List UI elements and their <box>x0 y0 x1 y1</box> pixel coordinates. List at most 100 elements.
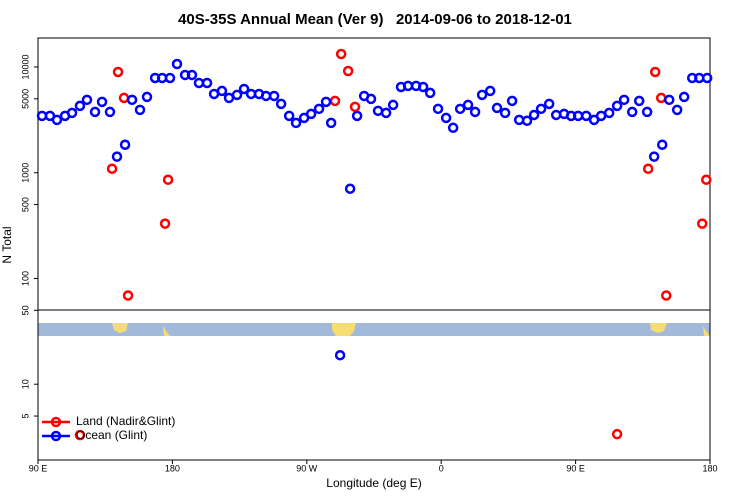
point <box>663 94 675 106</box>
point <box>454 103 466 115</box>
point <box>164 72 176 84</box>
x-tick-label: 90 W <box>296 463 318 473</box>
point <box>335 48 347 60</box>
point <box>134 104 146 116</box>
x-tick-label: 90 E <box>566 463 585 473</box>
point <box>351 110 363 122</box>
point <box>424 87 436 99</box>
land-strip <box>112 323 128 333</box>
point <box>171 58 183 70</box>
point <box>701 72 713 84</box>
point <box>106 163 118 175</box>
point <box>111 151 123 162</box>
point <box>119 139 131 150</box>
point <box>641 106 653 118</box>
point <box>580 110 592 122</box>
point <box>201 77 213 89</box>
point <box>633 95 645 107</box>
point <box>81 94 93 106</box>
point <box>126 94 138 106</box>
point <box>380 107 392 119</box>
y-tick-label: 10 <box>20 379 30 389</box>
point <box>344 183 356 194</box>
point <box>447 122 459 134</box>
y-tick-label: 10000 <box>20 54 30 79</box>
point <box>104 106 116 118</box>
point <box>626 106 638 118</box>
point <box>141 91 153 103</box>
point <box>74 429 86 441</box>
legend-marker <box>50 430 62 442</box>
point <box>417 81 429 93</box>
y-tick-label: 5 <box>20 414 30 419</box>
point <box>216 85 228 97</box>
land-strip <box>163 325 170 336</box>
point <box>603 107 615 119</box>
point <box>611 428 623 440</box>
point <box>238 83 250 95</box>
point <box>268 90 280 102</box>
x-tick-label: 180 <box>165 463 180 473</box>
point <box>696 218 708 229</box>
point <box>74 100 86 112</box>
x-tick-label: 180 <box>702 463 717 473</box>
point <box>51 114 63 126</box>
point <box>484 85 496 97</box>
series-1 <box>36 58 713 361</box>
land-strip <box>703 326 710 336</box>
point <box>528 109 540 121</box>
land-strip <box>650 323 667 333</box>
point <box>506 95 518 107</box>
point <box>365 93 377 105</box>
point <box>649 66 661 78</box>
point <box>499 107 511 119</box>
point <box>283 110 295 122</box>
point <box>162 174 174 185</box>
point <box>122 290 134 301</box>
legend-label: Ocean (Glint) <box>76 428 147 442</box>
point <box>462 99 474 111</box>
point <box>440 112 452 124</box>
point <box>618 94 630 106</box>
point <box>432 103 444 115</box>
point <box>469 106 481 118</box>
point <box>186 69 198 81</box>
point <box>521 115 533 127</box>
y-tick-label: 500 <box>20 197 30 212</box>
x-tick-label: 0 <box>439 463 444 473</box>
chart-title: 40S-35S Annual Mean (Ver 9) 2014-09-06 t… <box>178 11 572 28</box>
point <box>96 96 108 108</box>
point <box>611 100 623 112</box>
series-0 <box>74 48 712 441</box>
x-axis-label: Longitude (deg E) <box>326 476 421 490</box>
point <box>159 218 171 229</box>
y-tick-label: 50 <box>20 305 30 315</box>
point <box>349 101 361 113</box>
point <box>648 151 660 162</box>
point <box>275 98 287 110</box>
land-strip <box>332 323 356 336</box>
point <box>535 103 547 115</box>
plot-frame <box>37 37 711 461</box>
point <box>543 98 555 110</box>
legend-label: Land (Nadir&Glint) <box>76 414 175 428</box>
point <box>660 290 672 301</box>
ocean-strip <box>38 323 710 336</box>
point <box>334 349 346 361</box>
y-axis-label: N Total <box>0 226 14 263</box>
point <box>491 102 503 114</box>
point <box>476 89 488 101</box>
map-strip <box>38 323 710 336</box>
y-tick-label: 100 <box>20 271 30 286</box>
y-tick-label: 5000 <box>20 89 30 109</box>
point <box>89 106 101 118</box>
point <box>671 104 683 116</box>
legend-marker <box>50 416 62 428</box>
point <box>678 91 690 103</box>
point <box>313 103 325 115</box>
y-tick-label: 1000 <box>20 163 30 183</box>
point <box>642 163 654 175</box>
